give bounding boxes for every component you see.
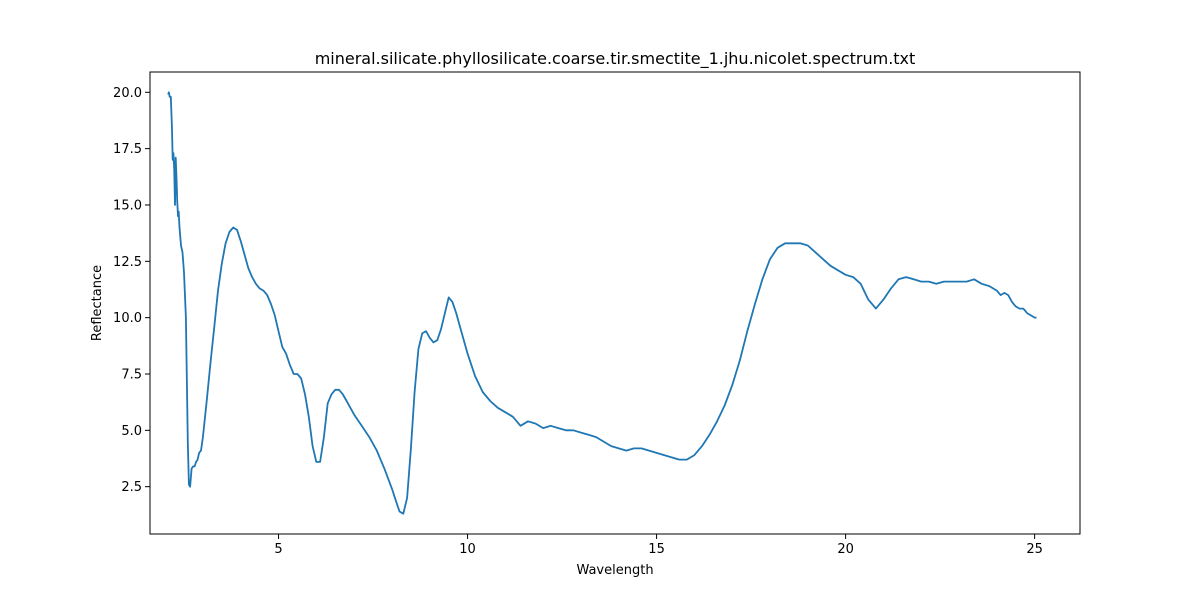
x-axis: 5 10 15 20 25 [274, 534, 1043, 557]
x-tick-label: 15 [648, 542, 665, 557]
x-axis-label: Wavelength [576, 563, 653, 578]
plot-frame [149, 71, 1081, 535]
y-tick-label: 5.0 [121, 424, 142, 439]
y-tick-label: 2.5 [121, 480, 142, 495]
x-tick-label: 10 [459, 542, 476, 557]
y-tick-label: 17.5 [113, 142, 142, 157]
x-tick-label: 20 [837, 542, 854, 557]
y-tick-label: 20.0 [113, 86, 142, 101]
y-axis-label: Reflectance [90, 265, 105, 341]
y-tick-label: 12.5 [113, 255, 142, 270]
y-tick-label: 15.0 [113, 198, 142, 213]
x-tick-label: 5 [274, 542, 282, 557]
y-tick-label: 10.0 [113, 311, 142, 326]
y-axis: 2.5 5.0 7.5 10.0 12.5 15.0 17.5 20.0 [113, 86, 150, 495]
spectrum-line [167, 91, 1037, 515]
chart-title: mineral.silicate.phyllosilicate.coarse.t… [315, 49, 916, 69]
y-tick-label: 7.5 [121, 367, 142, 382]
x-tick-label: 25 [1026, 542, 1043, 557]
